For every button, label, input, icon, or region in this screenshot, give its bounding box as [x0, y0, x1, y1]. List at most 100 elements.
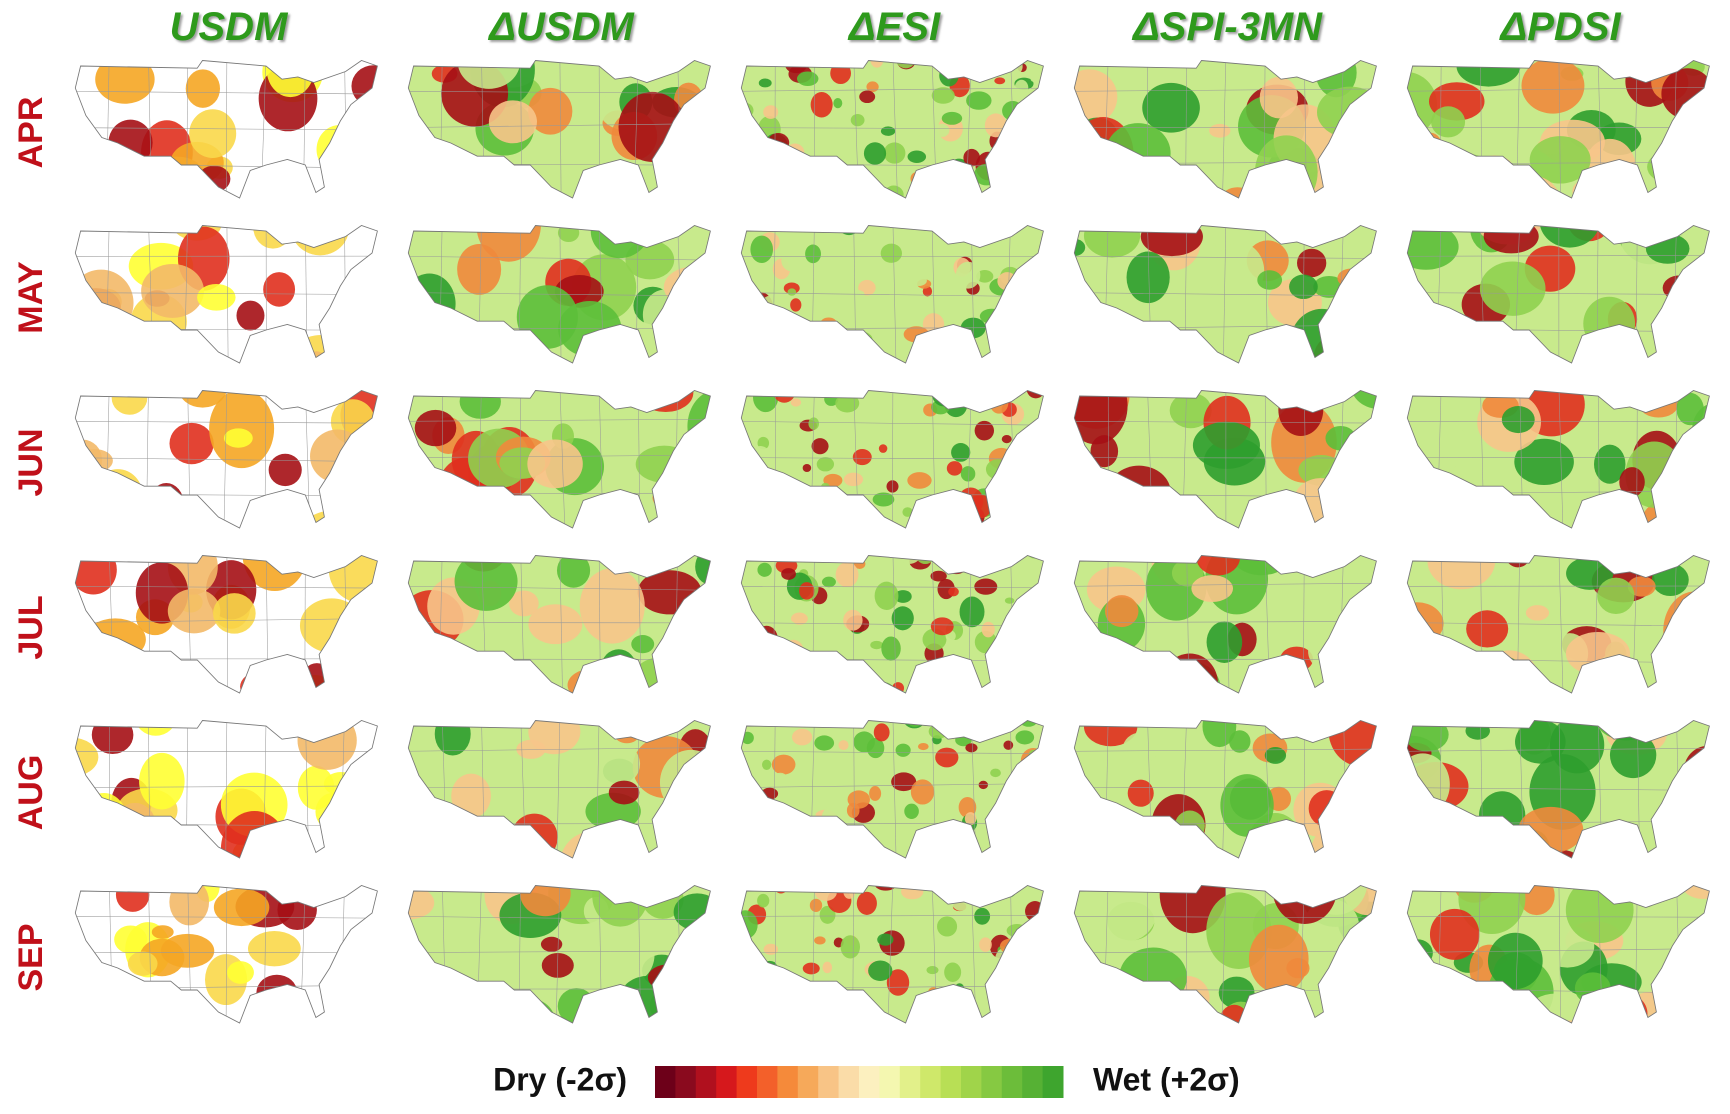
map-region	[939, 1003, 961, 1024]
map-region	[812, 524, 824, 534]
map-region	[920, 595, 942, 610]
map-region	[1037, 309, 1104, 366]
map-region	[81, 486, 144, 549]
map-region	[765, 482, 778, 493]
map-fill	[1402, 863, 1724, 1051]
map-region	[759, 79, 772, 88]
map-region	[749, 480, 774, 505]
map-region	[451, 347, 489, 384]
map-region	[1434, 323, 1466, 360]
map-region	[767, 515, 777, 524]
map-region	[650, 985, 705, 1027]
map-region	[43, 738, 98, 777]
map-region	[1005, 470, 1015, 481]
map-region	[1180, 848, 1220, 881]
map-region	[1065, 367, 1128, 444]
map-panel	[403, 25, 746, 217]
map-panel	[1383, 693, 1730, 895]
map-region	[1361, 636, 1391, 667]
map-region	[1427, 533, 1495, 590]
map-base	[736, 715, 1054, 869]
map-region	[987, 358, 1007, 372]
map-region	[356, 617, 398, 650]
map-region	[1663, 591, 1727, 670]
map-region	[169, 423, 213, 464]
map-region	[1681, 866, 1724, 899]
map-region	[108, 120, 152, 166]
map-region	[743, 790, 768, 809]
map-region	[1378, 502, 1428, 541]
map-panel	[728, 214, 1054, 383]
state-line	[305, 550, 306, 704]
map-region	[897, 541, 922, 564]
row-label: JUN	[12, 428, 50, 496]
map-region	[875, 582, 899, 610]
map-region	[982, 622, 995, 638]
map-region	[934, 1016, 950, 1031]
map-region	[1084, 214, 1140, 258]
map-region	[1332, 176, 1385, 217]
map-region	[900, 637, 914, 651]
map-region	[621, 976, 677, 1018]
map-region	[1119, 948, 1187, 1007]
map-region	[1332, 472, 1369, 511]
map-region	[1030, 377, 1053, 393]
map-region	[979, 781, 988, 789]
map-region	[783, 182, 792, 191]
map-region	[1175, 811, 1205, 842]
map-panel	[55, 368, 396, 569]
map-region	[351, 65, 395, 107]
map-region	[435, 712, 471, 755]
map-region	[870, 52, 883, 68]
map-region	[541, 937, 562, 952]
map-region	[968, 555, 978, 566]
map-region	[346, 439, 393, 496]
map-region	[449, 933, 498, 977]
map-region	[1441, 836, 1491, 867]
state-line	[1637, 385, 1638, 539]
map-region	[928, 363, 941, 373]
map-region	[343, 172, 381, 206]
map-region	[1652, 363, 1674, 382]
map-region	[775, 773, 787, 781]
map-region	[1085, 517, 1119, 550]
map-region	[325, 212, 357, 233]
colorbar-swatch	[818, 1066, 839, 1098]
map-region	[790, 298, 801, 311]
map-region	[1311, 823, 1370, 884]
map-region	[811, 92, 833, 117]
map-region	[492, 1014, 526, 1039]
map-region	[1015, 336, 1027, 344]
map-fill	[1375, 46, 1720, 228]
map-region	[959, 995, 970, 1003]
map-region	[787, 288, 796, 295]
map-region	[1357, 625, 1386, 645]
map-region	[476, 187, 541, 261]
map-region	[69, 270, 134, 337]
map-region	[1249, 925, 1309, 993]
map-region	[577, 353, 605, 383]
map-region	[851, 838, 865, 850]
map-region	[754, 991, 768, 1000]
map-region	[236, 301, 264, 331]
map-region	[757, 563, 771, 577]
map-region	[869, 786, 881, 801]
map-region	[661, 680, 723, 719]
map-region	[864, 142, 886, 164]
map-region	[911, 172, 923, 185]
row-label: AUG	[12, 755, 50, 831]
map-region	[1007, 317, 1030, 342]
map-region	[1128, 666, 1191, 726]
map-region	[904, 804, 919, 819]
map-region	[1037, 631, 1050, 647]
map-region	[887, 1021, 907, 1040]
map-region	[1170, 1003, 1219, 1036]
map-region	[970, 715, 984, 724]
map-region	[909, 718, 921, 727]
map-region	[870, 641, 883, 649]
map-region	[790, 368, 806, 379]
map-region	[291, 201, 349, 255]
map-region	[1004, 1005, 1029, 1025]
wet-label: Wet (+2σ)	[1093, 1061, 1240, 1097]
map-region	[1032, 666, 1044, 677]
